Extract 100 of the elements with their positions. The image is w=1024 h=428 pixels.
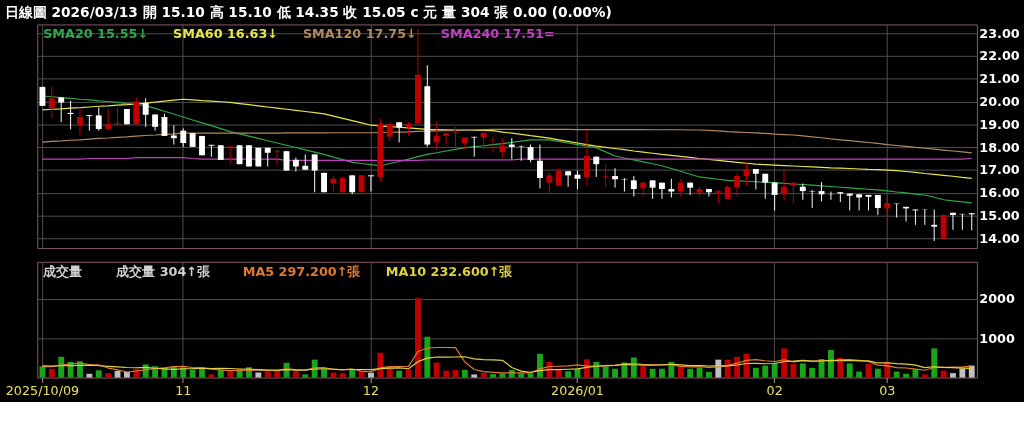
bar (959, 368, 966, 378)
bar (480, 372, 487, 378)
bar (471, 374, 478, 378)
x-tick-label: 2026/01 (551, 382, 604, 398)
text: SMA120 17.75↓ (302, 26, 417, 42)
bar (264, 371, 271, 378)
bar (490, 374, 496, 378)
bar (602, 366, 609, 378)
bar (461, 370, 468, 378)
text: SMA60 16.63↓ (173, 26, 278, 42)
y-tick-label: 2000 (979, 291, 1015, 307)
bar (48, 368, 55, 378)
candlestick (583, 129, 590, 186)
bar (105, 373, 112, 378)
candlestick (537, 144, 543, 189)
text: 成交量 304↑張 (115, 263, 211, 279)
bar (86, 373, 93, 378)
candlestick (311, 153, 318, 193)
y-tick-label: 14.00 (979, 230, 1020, 246)
y-tick-label: 16.00 (979, 185, 1020, 201)
bar (405, 369, 412, 378)
y-tick-label: 20.00 (979, 93, 1020, 109)
y-tick-label: 21.00 (979, 71, 1020, 87)
bar (321, 369, 327, 378)
bar (950, 373, 956, 378)
candlestick (762, 173, 769, 200)
candlestick (546, 171, 553, 194)
x-tick-label: 11 (175, 382, 192, 398)
bar (781, 348, 787, 378)
bar (424, 336, 431, 378)
y-tick-label: 22.00 (979, 48, 1020, 64)
candlestick (734, 173, 741, 198)
candlestick (368, 174, 374, 193)
bar (790, 364, 797, 378)
candlestick (687, 182, 694, 196)
bar (659, 368, 665, 378)
bar (123, 371, 130, 378)
candlestick (931, 209, 938, 242)
candlestick (705, 188, 712, 198)
candlestick (133, 97, 140, 125)
x-tick-label: 12 (362, 382, 380, 398)
y-tick-label: 23.00 (979, 25, 1020, 41)
candlestick (940, 213, 947, 241)
candlestick (630, 175, 637, 198)
bar (809, 367, 816, 378)
candlestick (77, 106, 83, 136)
line-series (41, 356, 973, 373)
bar (292, 371, 299, 378)
bar (302, 374, 309, 378)
bar (255, 372, 262, 378)
bar (874, 368, 881, 378)
bar (452, 370, 459, 378)
bar (837, 357, 844, 378)
candlestick (105, 108, 112, 131)
candlestick (396, 121, 403, 143)
bar (95, 370, 102, 378)
bar (527, 373, 534, 378)
bar (846, 363, 853, 378)
candlestick (602, 163, 609, 189)
text: SMA240 17.51= (440, 26, 555, 42)
candlestick (818, 181, 825, 202)
bar (349, 370, 356, 378)
bar (931, 348, 938, 378)
candlestick (884, 194, 891, 221)
candlestick (781, 168, 787, 202)
candlestick (48, 86, 55, 119)
chart-title: 日線圖 2026/03/13 開 15.10 高 15.10 低 14.35 收 15.05 c 元 量 304 張 0.00 (0.00%) (4, 4, 612, 21)
bar (799, 363, 806, 378)
bar (396, 370, 403, 378)
candlestick (170, 124, 177, 146)
bar (828, 349, 834, 378)
candlestick (518, 145, 525, 162)
bar (856, 371, 863, 378)
bar (414, 298, 421, 378)
candlestick (433, 121, 440, 151)
candlestick (612, 167, 618, 189)
bar (58, 356, 65, 378)
candlestick (461, 137, 468, 151)
bar (687, 368, 694, 378)
bar (39, 366, 46, 378)
bar (752, 367, 759, 378)
candlestick (58, 96, 65, 123)
bar (771, 363, 778, 378)
bar (649, 368, 656, 378)
bar (433, 362, 440, 378)
bar (189, 369, 196, 378)
bar (705, 371, 712, 378)
candlestick (649, 179, 656, 200)
bar (912, 369, 919, 378)
y-tick-label: 1000 (979, 330, 1015, 346)
candlestick (659, 182, 665, 200)
bar (537, 353, 543, 378)
bar (339, 373, 346, 378)
bar (893, 371, 900, 378)
bar (227, 370, 234, 378)
candlestick (856, 193, 863, 211)
bar (217, 370, 224, 378)
candlestick (771, 181, 778, 211)
candlestick (668, 178, 675, 198)
bar (443, 370, 450, 378)
